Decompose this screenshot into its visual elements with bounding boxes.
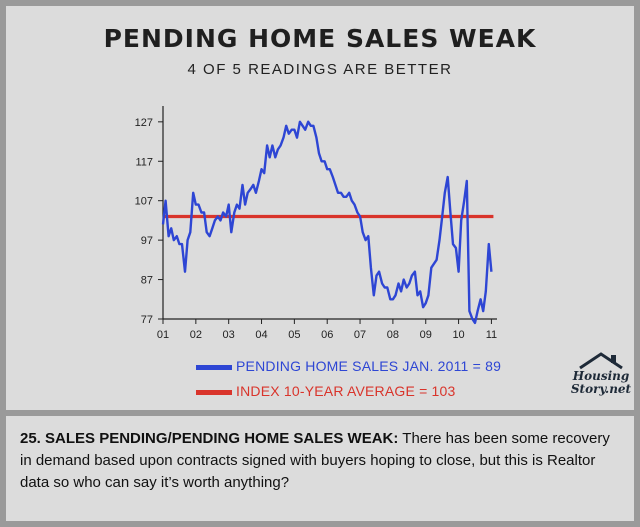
x-tick-label: 08 — [387, 329, 399, 341]
legend-label-average: INDEX 10-YEAR AVERAGE = 103 — [236, 383, 456, 399]
chart-title: PENDING HOME SALES WEAK — [103, 24, 537, 53]
y-tick-label: 117 — [135, 156, 153, 168]
logo-line-2: Story.net — [570, 382, 632, 396]
sales-line — [161, 120, 493, 325]
y-tick-label: 107 — [135, 196, 153, 208]
y-tick-label: 87 — [141, 275, 153, 287]
tick-labels: 77 87 97 107 117 127 01 02 03 04 05 06 07 08 09 10 11 — [135, 117, 497, 341]
legend-entry-sales: PENDING HOME SALES JAN. 2011 = 89 — [196, 358, 501, 374]
chart-panel: PENDING HOME SALES WEAK 4 OF 5 READINGS … — [6, 6, 634, 410]
x-tick-label: 02 — [190, 329, 202, 341]
housingstory-logo[interactable]: Housing Story.net — [568, 352, 634, 406]
caption: 25. SALES PENDING/PENDING HOME SALES WEA… — [20, 428, 624, 494]
x-tick-label: 06 — [321, 329, 333, 341]
x-tick-label: 11 — [486, 329, 497, 341]
y-tick-label: 97 — [141, 235, 153, 247]
legend-swatch-red — [196, 389, 232, 395]
pending-sales-series — [161, 120, 493, 325]
line-chart: 77 87 97 107 117 127 01 02 03 04 05 06 07 08 09 10 11 — [135, 106, 497, 341]
x-tick-label: 09 — [420, 329, 432, 341]
caption-lead: 25. SALES PENDING/PENDING HOME SALES WEA… — [20, 430, 399, 447]
house-icon — [579, 352, 623, 370]
x-tick-label: 04 — [255, 329, 267, 341]
x-tick-label: 03 — [223, 329, 235, 341]
chart-axes — [158, 106, 497, 324]
legend-entry-average: INDEX 10-YEAR AVERAGE = 103 — [196, 383, 456, 399]
y-tick-label: 127 — [135, 117, 153, 129]
x-tick-label: 10 — [452, 329, 464, 341]
logo-line-1: Housing — [572, 369, 630, 383]
y-tick-label: 77 — [141, 314, 153, 326]
chart-subtitle: 4 OF 5 READINGS ARE BETTER — [187, 61, 453, 78]
x-tick-label: 01 — [157, 329, 169, 341]
x-tick-label: 07 — [354, 329, 366, 341]
legend-label-sales: PENDING HOME SALES JAN. 2011 = 89 — [236, 358, 502, 374]
caption-box: 25. SALES PENDING/PENDING HOME SALES WEA… — [6, 416, 634, 521]
legend-swatch-blue — [196, 364, 232, 370]
caption-text: There has been some recovery in demand b… — [20, 430, 610, 491]
x-tick-label: 05 — [288, 329, 300, 341]
